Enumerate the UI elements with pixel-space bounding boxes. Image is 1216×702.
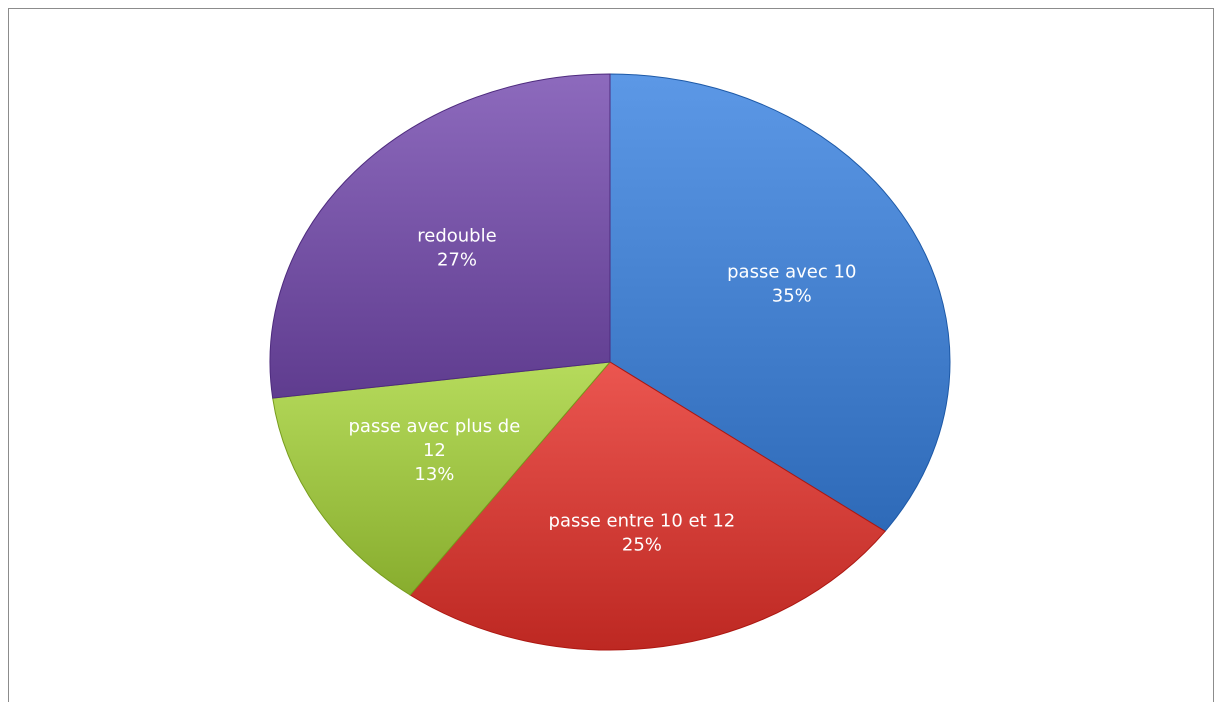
slice-label-passe-avec-10: passe avec 10 35%: [727, 262, 856, 307]
pie-labels: passe avec 10 35% passe entre 10 et 12 25% p…: [348, 226, 856, 556]
slice-label-redouble: redouble 27%: [417, 226, 496, 271]
slice-label-passe-entre-10-et-12: passe entre 10 et 12 25%: [549, 511, 736, 556]
pie-slices: [269, 73, 951, 651]
pie-slice-passe-avec-10: [609, 73, 951, 532]
slice-label-passe-avec-plus-de-12: passe avec plus de 12 13%: [348, 416, 520, 485]
pie-slice-redouble: [269, 73, 611, 399]
pie-slice-passe-avec-plus-de-12: [272, 361, 612, 596]
pie-slice-passe-entre-10-et-12: [409, 361, 886, 651]
